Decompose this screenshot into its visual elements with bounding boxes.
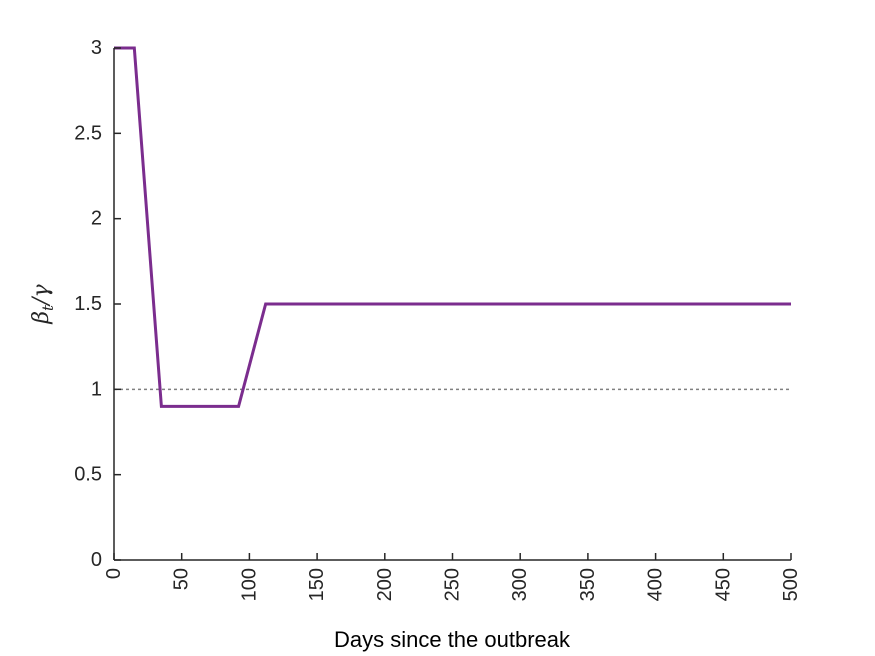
x-tick-label: 250 [442, 568, 464, 601]
y-tick-label: 0 [91, 549, 102, 571]
x-tick-label: 450 [712, 568, 734, 601]
series-layer [114, 46, 791, 408]
y-tick-label: 2 [91, 208, 102, 230]
y-tick-label: 2.5 [74, 122, 102, 144]
x-tick-label: 0 [103, 568, 125, 579]
x-tick-label: 400 [645, 568, 667, 601]
y-axis-label-main: β [29, 311, 54, 325]
y-tick-label: 1.5 [74, 293, 102, 315]
y-tick-label: 0.5 [74, 464, 102, 486]
y-axis-label: βt/γ [29, 283, 57, 324]
x-tick-label: 50 [171, 568, 193, 590]
x-tick-label: 300 [509, 568, 531, 601]
x-tick-label: 100 [238, 568, 260, 601]
y-ticks: 0 0.5 1 1.5 2 2.5 3 [74, 37, 121, 571]
x-tick-label: 350 [577, 568, 599, 601]
x-ticks: 0 50 100 150 200 250 300 350 400 450 500 [103, 553, 802, 601]
x-tick-label: 500 [780, 568, 802, 601]
x-tick-label: 200 [374, 568, 396, 601]
y-axis-label-rest: /γ [29, 283, 54, 306]
x-tick-label: 150 [306, 568, 328, 601]
y-tick-label: 3 [91, 37, 102, 59]
y-axis-label-sub: t [39, 304, 57, 311]
series-line-0 [114, 46, 791, 408]
y-tick-label: 1 [91, 378, 102, 400]
x-axis-label: Days since the outbreak [334, 627, 571, 652]
